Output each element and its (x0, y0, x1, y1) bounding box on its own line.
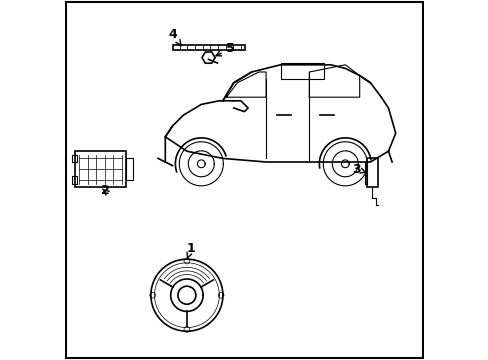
Text: 5: 5 (216, 42, 235, 56)
Text: 1: 1 (186, 242, 195, 258)
Text: 2: 2 (101, 184, 109, 197)
Bar (366, 158, 377, 187)
Text: 4: 4 (168, 28, 181, 46)
Bar (172, 45, 244, 50)
Bar (72, 155, 77, 162)
Bar (365, 162, 366, 184)
Bar (72, 176, 77, 184)
Bar (75, 151, 125, 187)
Bar (280, 63, 323, 79)
Text: 3: 3 (352, 163, 366, 176)
Bar (125, 158, 133, 180)
